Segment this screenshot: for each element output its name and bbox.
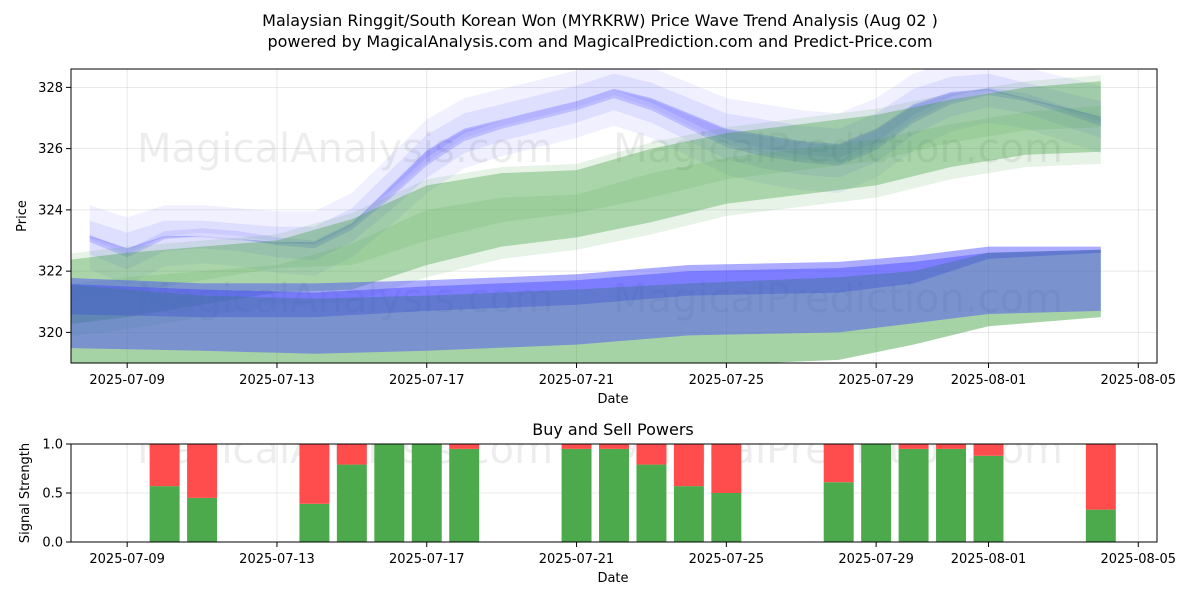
sell-bar bbox=[973, 444, 1004, 456]
buy-bar bbox=[336, 464, 367, 542]
buy-bar bbox=[636, 464, 667, 542]
signal-y-axis-label: Signal Strength bbox=[18, 443, 33, 543]
sell-bar bbox=[823, 444, 854, 483]
price-y-ticks: 320 322 324 326 328 bbox=[38, 81, 71, 341]
sell-bar bbox=[561, 444, 592, 449]
price-band-green bbox=[71, 105, 1101, 337]
price-x-tick-label: 2025-07-13 bbox=[239, 373, 315, 388]
signal-y-ticks: 0.0 0.5 1.0 bbox=[42, 438, 71, 551]
buy-bar bbox=[561, 448, 592, 542]
price-x-tick-label: 2025-08-05 bbox=[1100, 373, 1176, 388]
signal-x-tick-label: 2025-08-01 bbox=[951, 552, 1027, 567]
price-y-tick-label: 328 bbox=[38, 81, 63, 96]
price-x-tick-label: 2025-07-21 bbox=[539, 373, 615, 388]
price-band-blue bbox=[89, 88, 1101, 270]
sell-bar bbox=[673, 444, 704, 487]
sell-bar bbox=[636, 444, 667, 465]
sell-bar bbox=[936, 444, 967, 449]
price-y-axis-label: Price bbox=[15, 200, 30, 232]
signal-x-tick-label: 2025-07-21 bbox=[539, 552, 615, 567]
buy-bar bbox=[973, 455, 1004, 542]
buy-bar bbox=[449, 448, 480, 542]
price-band-blue bbox=[89, 73, 1101, 258]
sell-bar bbox=[1085, 444, 1116, 510]
signal-y-tick-label: 0.5 bbox=[42, 487, 63, 502]
price-x-axis-label: Date bbox=[597, 392, 628, 407]
buy-bar bbox=[374, 444, 405, 542]
price-x-tick-label: 2025-07-17 bbox=[389, 373, 465, 388]
signal-x-ticks: 2025-07-09 2025-07-13 2025-07-17 2025-07-21… bbox=[89, 542, 1176, 567]
signal-y-tick-label: 1.0 bbox=[42, 438, 63, 453]
signal-x-tick-label: 2025-07-09 bbox=[89, 552, 165, 567]
buy-bar bbox=[1085, 509, 1116, 542]
watermark-analysis-top: MagicalAnalysis.com bbox=[137, 126, 553, 172]
sell-bar bbox=[336, 444, 367, 465]
price-band-green bbox=[71, 81, 1101, 325]
sell-bar bbox=[149, 444, 180, 487]
signal-plot: Buy and Sell Powers MagicalAnalysis.com … bbox=[18, 420, 1176, 586]
watermark-prediction-mid: MagicalPrediction.com bbox=[613, 276, 1063, 322]
signal-y-tick-label: 0.0 bbox=[42, 536, 63, 551]
price-y-tick-label: 324 bbox=[38, 203, 63, 218]
price-x-tick-label: 2025-07-29 bbox=[838, 373, 914, 388]
signal-x-tick-label: 2025-07-17 bbox=[389, 552, 465, 567]
sell-bar bbox=[299, 444, 330, 504]
signal-x-tick-label: 2025-07-29 bbox=[838, 552, 914, 567]
chart-title: Malaysian Ringgit/South Korean Won (MYRK… bbox=[262, 11, 938, 30]
price-x-tick-label: 2025-07-25 bbox=[689, 373, 765, 388]
price-watermarks: MagicalAnalysis.com MagicalPrediction.co… bbox=[137, 126, 1063, 322]
price-y-tick-label: 326 bbox=[38, 142, 63, 157]
price-x-ticks: 2025-07-09 2025-07-13 2025-07-17 2025-07-21… bbox=[89, 363, 1176, 388]
price-bands bbox=[71, 69, 1101, 363]
buy-bar bbox=[823, 482, 854, 542]
watermark-prediction-top: MagicalPrediction.com bbox=[613, 126, 1063, 172]
price-band-blue bbox=[89, 69, 1101, 255]
price-band-blue bbox=[89, 87, 1101, 250]
buy-bar bbox=[936, 448, 967, 542]
buy-bar bbox=[599, 448, 629, 542]
sell-bar bbox=[599, 444, 629, 449]
signal-bars bbox=[149, 444, 1116, 542]
buy-bar bbox=[411, 444, 442, 542]
buy-bar bbox=[898, 448, 929, 542]
sell-bar bbox=[711, 444, 742, 493]
price-x-tick-label: 2025-07-09 bbox=[89, 373, 165, 388]
sell-bar bbox=[898, 444, 929, 449]
signal-x-axis-label: Date bbox=[597, 571, 628, 586]
chart-subtitle: powered by MagicalAnalysis.com and Magic… bbox=[267, 32, 932, 51]
signal-title: Buy and Sell Powers bbox=[532, 420, 694, 439]
sell-bar bbox=[449, 444, 480, 449]
buy-bar bbox=[149, 486, 180, 542]
price-plot-frame bbox=[70, 68, 1158, 364]
buy-bar bbox=[673, 486, 704, 542]
buy-bar bbox=[299, 503, 330, 542]
signal-x-tick-label: 2025-08-05 bbox=[1100, 552, 1176, 567]
price-band-green bbox=[71, 249, 1101, 363]
price-x-tick-label: 2025-08-01 bbox=[951, 373, 1027, 388]
price-plot: MagicalAnalysis.com MagicalPrediction.co… bbox=[15, 68, 1176, 407]
price-band-blue bbox=[89, 88, 1101, 285]
price-y-tick-label: 320 bbox=[38, 326, 63, 341]
sell-bar bbox=[187, 444, 218, 498]
buy-bar bbox=[711, 493, 742, 542]
price-y-tick-label: 322 bbox=[38, 265, 63, 280]
price-band-blue bbox=[71, 249, 1101, 354]
buy-bar bbox=[187, 497, 218, 542]
price-band-green bbox=[71, 75, 1101, 300]
signal-x-tick-label: 2025-07-13 bbox=[239, 552, 315, 567]
buy-bar bbox=[861, 444, 892, 542]
price-grid bbox=[71, 69, 1157, 363]
signal-x-tick-label: 2025-07-25 bbox=[689, 552, 765, 567]
watermark-analysis-mid: MagicalAnalysis.com bbox=[137, 276, 553, 322]
price-band-blue bbox=[71, 246, 1101, 318]
